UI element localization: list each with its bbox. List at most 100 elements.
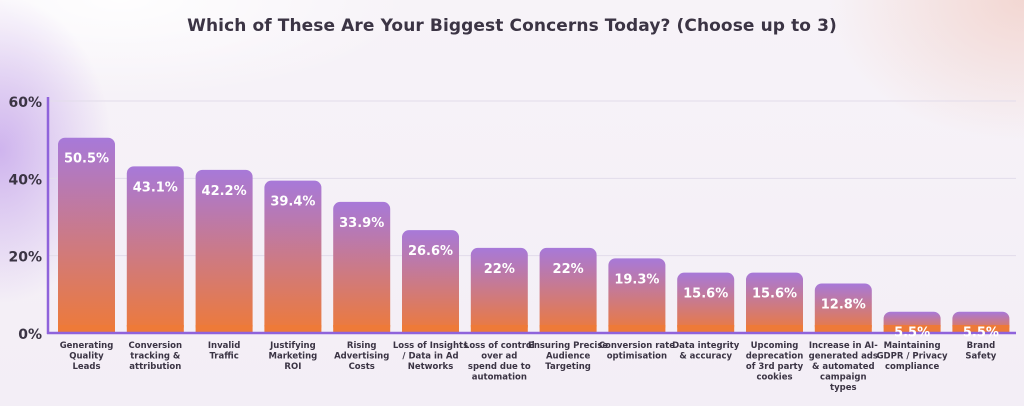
y-tick-label: 60% <box>8 95 42 111</box>
bar-base <box>195 325 253 333</box>
x-tick-label: Data integrity & accuracy <box>672 341 740 362</box>
x-tick-label-line: Safety <box>965 352 996 362</box>
bar-value-label: 15.6% <box>683 287 728 302</box>
x-tick-label-line: & accuracy <box>679 352 732 362</box>
x-tick-label-line: Rising <box>347 341 377 351</box>
bar-value-label: 12.8% <box>821 298 866 313</box>
x-tick-label-line: Advertising <box>334 352 389 362</box>
chart-title: Which of These Are Your Biggest Concerns… <box>187 16 837 36</box>
x-tick-label-line: generated ads <box>809 352 878 362</box>
bar-base <box>814 325 872 333</box>
bar-value-label: 22% <box>553 262 584 277</box>
bar <box>264 180 322 333</box>
bar <box>402 230 459 333</box>
x-tick-label-line: Conversion <box>129 341 183 351</box>
bar-base <box>333 325 391 333</box>
x-tick-label-line: Costs <box>349 362 375 372</box>
bar <box>814 283 872 333</box>
bar-value-label: 42.2% <box>202 184 247 199</box>
x-tick-label-line: Brand <box>967 341 996 351</box>
bar-value-label: 43.1% <box>133 180 178 195</box>
bar-base <box>402 325 459 333</box>
x-tick-label-line: Ensuring Precise <box>528 341 608 351</box>
bar-base <box>746 325 803 333</box>
x-tick-label-line: Targeting <box>545 362 591 372</box>
bar-value-label: 33.9% <box>339 216 384 231</box>
x-tick-label-line: Traffic <box>209 352 238 362</box>
bar <box>470 247 528 333</box>
x-tick-label-line: Leads <box>72 362 100 372</box>
x-tick-label-line: Upcoming <box>751 341 799 351</box>
x-tick-label: Loss of Insights / Data in Ad Networks <box>393 341 468 372</box>
bar-base <box>539 325 597 333</box>
x-tick-label-line: Conversion rate <box>599 341 675 351</box>
x-tick-label-line: ROI <box>284 362 301 372</box>
y-tick-label: 0% <box>18 327 42 343</box>
x-tick-label-line: Justifying <box>269 341 316 351</box>
x-tick-label-line: optimisation <box>607 352 667 362</box>
x-tick-label-line: Loss of control <box>464 341 535 351</box>
x-tick-label-line: Data integrity <box>672 341 740 351</box>
x-tick-label-line: over ad <box>481 352 517 362</box>
bar-value-label: 15.6% <box>752 287 797 302</box>
x-tick-label-line: Audience <box>546 352 590 362</box>
x-tick-label-line: compliance <box>885 362 939 372</box>
x-tick-label: Conversion rate optimisation <box>599 341 675 362</box>
x-tick-label-line: campaign <box>820 373 867 383</box>
x-tick-label: Loss of control over ad spend due to automa… <box>464 341 535 383</box>
x-tick-label: Conversion tracking & attribution <box>129 341 183 372</box>
x-tick-label: Upcoming deprecation of 3rd party cookies <box>746 341 804 383</box>
bar-value-label: 5.5% <box>963 326 999 341</box>
x-tick-label-line: tracking & <box>130 352 181 362</box>
bar <box>126 166 184 333</box>
bar-base <box>58 325 115 333</box>
x-tick-label-line: automation <box>472 373 527 383</box>
bar-base <box>126 325 184 333</box>
x-tick-label: Ensuring Precise Audience Targeting <box>528 341 608 372</box>
bar-value-label: 50.5% <box>64 152 109 167</box>
x-tick-label-line: cookies <box>756 373 792 383</box>
bar-base <box>470 325 528 333</box>
x-tick-label-line: Quality <box>69 352 104 362</box>
x-tick-label-line: Networks <box>408 362 454 372</box>
x-tick-label-line: deprecation <box>746 352 804 362</box>
x-tick-label: Maintaining GDPR / Privacy compliance <box>877 341 948 372</box>
y-tick-label: 40% <box>8 172 42 188</box>
bar <box>677 272 735 333</box>
x-tick-label-line: spend due to <box>468 362 531 372</box>
bar-base <box>264 325 322 333</box>
x-tick-label: Brand Safety <box>965 341 996 362</box>
bar-value-label: 22% <box>484 262 515 277</box>
x-tick-label: Invalid Traffic <box>208 341 240 362</box>
x-tick-label-line: Maintaining <box>884 341 941 351</box>
x-tick-label-line: Increase in AI- <box>809 341 878 351</box>
bar <box>539 247 597 333</box>
x-tick-label: Justifying Marketing ROI <box>269 341 318 372</box>
grid-lines <box>48 100 1016 257</box>
x-tick-label-line: Invalid <box>208 341 240 351</box>
bar-base <box>608 325 666 333</box>
x-tick-label: Increase in AI-generated ads & automated c… <box>809 341 879 393</box>
bar <box>746 272 803 333</box>
x-tick-label-line: types <box>830 383 857 393</box>
bar-value-label: 39.4% <box>270 195 315 210</box>
x-tick-label: Generating Quality Leads <box>60 341 114 372</box>
bar-value-label: 26.6% <box>408 244 453 259</box>
bar-base <box>677 325 735 333</box>
bar <box>58 137 115 333</box>
x-tick-label-line: Marketing <box>269 352 318 362</box>
bar-base <box>883 325 941 333</box>
bar-base <box>952 325 1010 333</box>
x-tick-label-line: GDPR / Privacy <box>877 352 948 362</box>
y-tick-label: 20% <box>8 250 42 266</box>
labels: 0% 20% 40% 60% 50.5% Generating Quality Leads 43… <box>8 95 998 393</box>
bars <box>58 137 1010 333</box>
x-tick-label-line: Loss of Insights <box>393 341 468 351</box>
bar-value-label: 5.5% <box>894 326 930 341</box>
x-tick-label-line: Generating <box>60 341 114 351</box>
bar <box>608 258 666 333</box>
x-tick-label: Rising Advertising Costs <box>334 341 389 372</box>
bar <box>333 201 391 333</box>
x-tick-label-line: of 3rd party <box>746 362 804 372</box>
bar <box>195 169 253 333</box>
